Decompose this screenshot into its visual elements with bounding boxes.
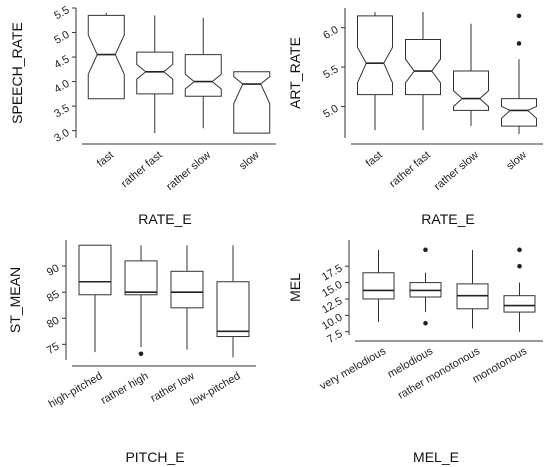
box-body: [170, 270, 204, 309]
box-body: [362, 272, 395, 300]
box-1: [357, 11, 393, 131]
y-axis-title: ST_MEAN: [7, 267, 23, 333]
box-2: [405, 11, 441, 131]
box-3: [456, 249, 489, 329]
x-axis-title: RATE_E: [421, 211, 474, 227]
box-body: [501, 98, 537, 127]
y-tick-label: 85: [45, 288, 62, 305]
x-tick-label: slow: [237, 149, 262, 172]
y-axis-title: ART_RATE: [287, 37, 303, 109]
box-4: [233, 71, 271, 134]
y-tick-label: 17.5: [320, 262, 345, 283]
box-body: [405, 39, 441, 96]
x-tick-label: rather monotonous: [396, 345, 482, 402]
x-tick-label: rather fast: [387, 149, 433, 190]
outlier-point: [516, 41, 522, 46]
y-tick-label: 5.5: [321, 63, 340, 81]
x-axis-title: RATE_E: [138, 211, 191, 227]
box-3: [453, 23, 489, 127]
outlier-point: [423, 247, 428, 253]
box-2: [136, 15, 174, 134]
chart-panel-2: 5.0 5.5 6.0 fast rather fast rather slow slow A…: [287, 8, 543, 227]
box-body: [233, 71, 271, 134]
box-4: [216, 245, 250, 358]
box-1: [362, 249, 395, 322]
box-body: [216, 281, 250, 338]
y-axis-title: SPEECH_RATE: [9, 22, 25, 124]
y-tick-label: 5.0: [52, 29, 71, 47]
box-body: [453, 70, 489, 111]
x-tick-label: slow: [504, 149, 529, 172]
y-tick-label: 4.0: [52, 78, 71, 96]
y-tick-label: 10.0: [320, 312, 345, 333]
y-axis-title: MEL: [287, 273, 303, 302]
box-3: [170, 245, 204, 350]
x-axis-title: PITCH_E: [125, 449, 184, 465]
y-tick-label: 90: [45, 262, 62, 279]
x-tick-label: fast: [95, 149, 116, 170]
y-tick-label: 12.5: [320, 295, 345, 316]
y-tick-label: 5.5: [52, 4, 71, 22]
box-body: [357, 15, 393, 96]
x-tick-label: fast: [364, 149, 385, 170]
y-tick-label: 5.0: [321, 103, 340, 121]
outlier-point: [423, 320, 428, 326]
x-tick-label: rather slow: [432, 149, 481, 193]
y-tick-label: 6.0: [321, 24, 340, 42]
box-2: [124, 245, 158, 357]
box-2: [409, 247, 442, 326]
x-tick-label: rather high: [99, 370, 151, 407]
chart-panel-1: 3.0 3.5 4.0 4.5 5.0 5.5 fast rather fast rather …: [9, 4, 276, 227]
box-4: [501, 13, 537, 135]
box-body: [124, 260, 158, 296]
box-3: [184, 17, 222, 129]
y-tick-label: 3.0: [52, 127, 71, 145]
box-body: [87, 14, 125, 100]
box-1: [87, 12, 125, 100]
box-4: [503, 247, 536, 332]
outlier-point: [517, 263, 522, 269]
x-tick-label: rather fast: [119, 149, 165, 190]
box-body: [503, 295, 536, 313]
x-tick-label: rather slow: [164, 149, 213, 193]
y-tick-label: 15.0: [320, 279, 345, 300]
y-tick-label: 4.5: [52, 53, 71, 71]
x-tick-label: very melodious: [318, 345, 388, 393]
box-body: [184, 54, 222, 97]
box-1: [78, 244, 112, 353]
box-body: [136, 51, 174, 95]
x-tick-label: high-pitched: [47, 370, 105, 410]
outlier-point: [138, 351, 144, 357]
box-body: [78, 244, 112, 296]
x-tick-label: low-pitched: [188, 370, 242, 408]
y-tick-label: 3.5: [52, 102, 71, 120]
x-axis-title: MEL_E: [413, 449, 459, 465]
y-tick-label: 80: [45, 314, 62, 331]
outlier-point: [517, 247, 522, 253]
y-tick-label: 75: [45, 341, 62, 358]
outlier-point: [516, 13, 522, 19]
